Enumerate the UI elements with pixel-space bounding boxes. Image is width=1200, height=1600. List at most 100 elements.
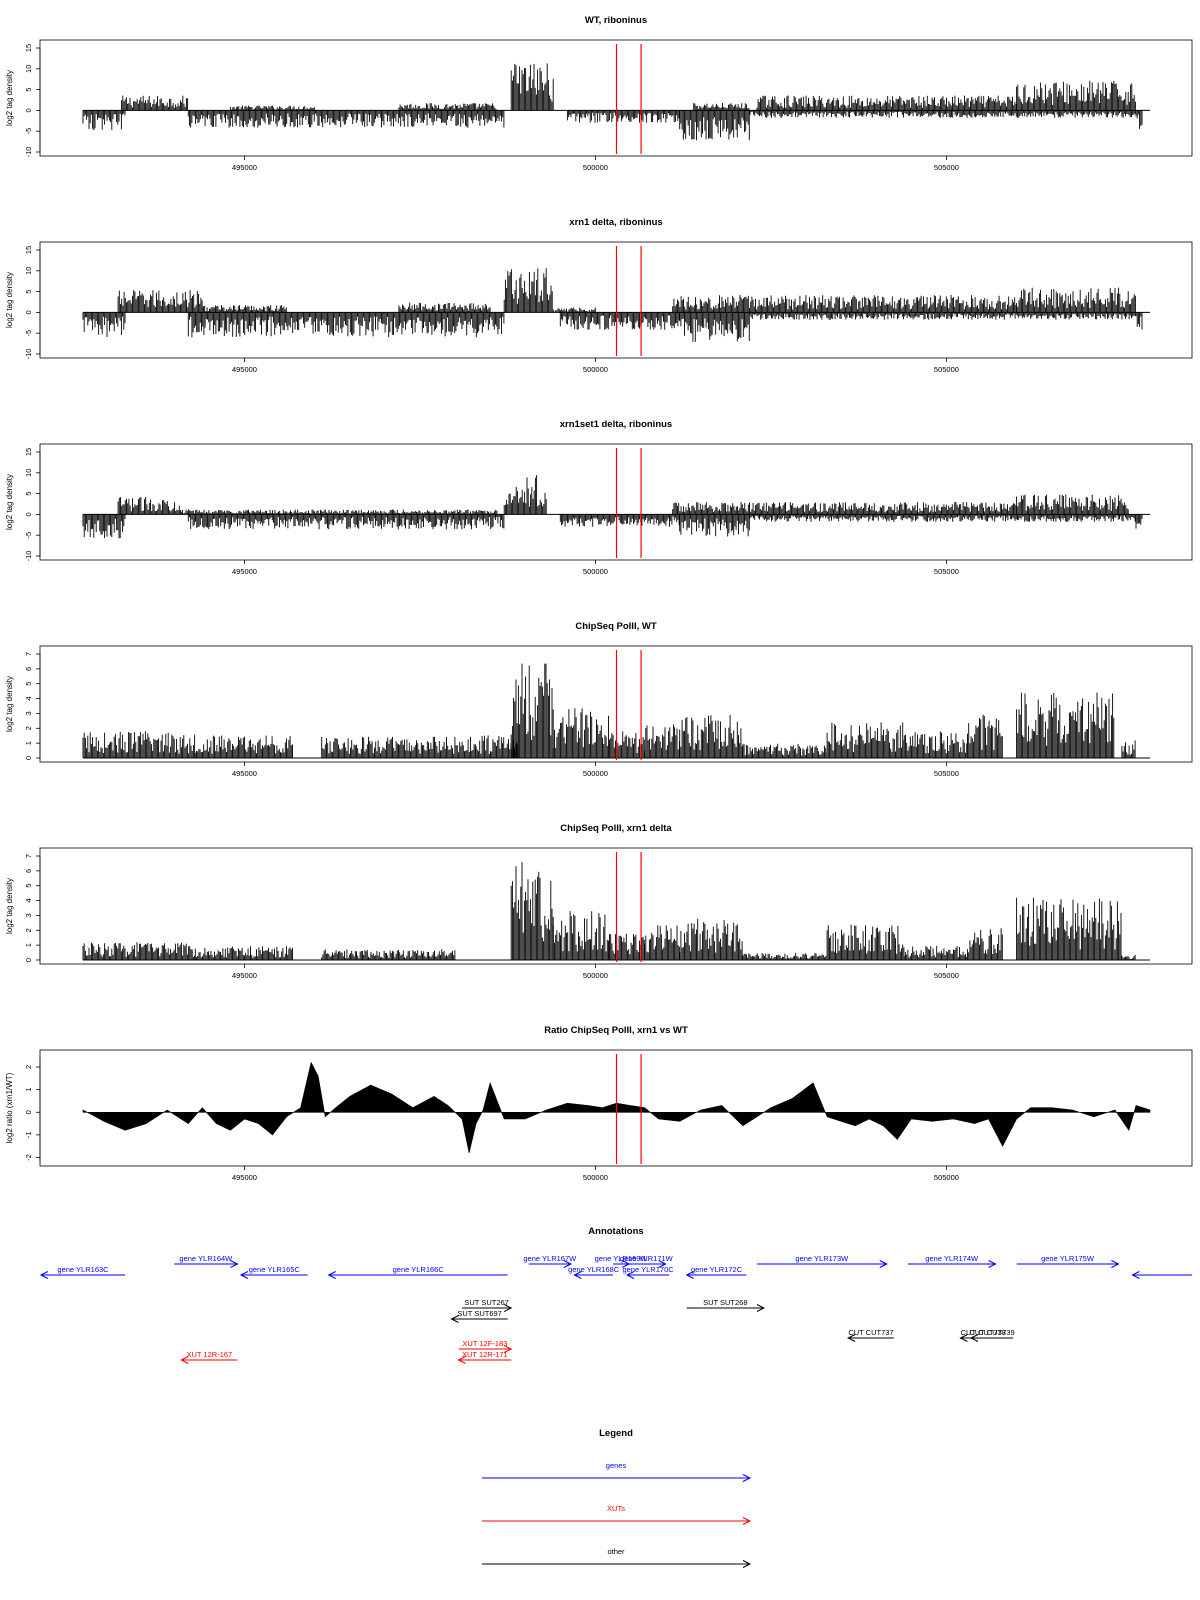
xut-annotations: XUT 12F-183 XUT 12R-167 XUT 12R-171	[180, 1339, 513, 1364]
chart-panel-5: ChipSeq PolII, xrn1 delta log2 tag densit…	[5, 823, 1193, 980]
feature-label: gene YLR166C	[393, 1265, 445, 1274]
y-tick-label: 5	[24, 682, 33, 686]
panel-frame	[39, 39, 1193, 157]
gene-feature: gene YLR172C	[685, 1265, 747, 1279]
signal-bars-plus	[742, 952, 828, 960]
signal-bars-plus	[644, 925, 680, 960]
arrowhead-right	[503, 1345, 513, 1353]
data-marks	[82, 1054, 1151, 1164]
signal-bars-plus	[194, 946, 293, 960]
signal-bars-minus	[1135, 312, 1143, 330]
x-tick-label: 500000	[583, 1173, 608, 1182]
arrowhead-left	[180, 1356, 189, 1364]
signal-bars-plus	[967, 928, 1003, 960]
panel-frame	[39, 847, 1193, 965]
arrowhead-left	[450, 1315, 459, 1323]
y-tick-label: 2	[24, 726, 33, 730]
signal-bars-plus	[679, 714, 743, 758]
feature-label: SUT SUT267	[464, 1298, 508, 1307]
signal-bars-plus	[1016, 287, 1136, 313]
gene-feature: gene YLR174W	[907, 1254, 997, 1268]
xut-feature: XUT 12R-171	[457, 1350, 512, 1364]
arrowhead-left	[1131, 1271, 1140, 1279]
feature-label: CUT CUT739	[969, 1328, 1014, 1337]
gene-feature: gene YLR167W	[523, 1254, 577, 1268]
signal-bars-plus	[475, 735, 519, 758]
y-tick-label: 0	[24, 756, 33, 760]
arrowhead-left	[39, 1271, 49, 1279]
arrowhead-left	[625, 1271, 635, 1279]
x-tick-label: 495000	[232, 971, 257, 980]
legend-item: other	[482, 1547, 752, 1568]
arrowhead-right	[230, 1260, 239, 1268]
signal-bars-plus	[510, 862, 554, 960]
chart-title: WT, riboninus	[585, 15, 647, 26]
y-tick-label: 7	[24, 854, 33, 858]
arrowhead-left	[573, 1271, 582, 1279]
legend-item-arrowhead	[742, 1474, 752, 1482]
feature-label: gene YLR171W	[620, 1254, 674, 1263]
signal-bars-plus	[321, 736, 476, 758]
arrowhead-right	[563, 1260, 572, 1268]
signal-bars-plus	[693, 103, 750, 111]
legend-item: XUTs	[482, 1504, 752, 1525]
feature-label: SUT SUT697	[457, 1309, 501, 1318]
y-tick-label: 0	[24, 310, 33, 314]
y-tick-label: 0	[24, 1110, 33, 1114]
signal-bars-minus	[82, 514, 126, 539]
arrowhead-left	[847, 1334, 856, 1342]
signal-bars-plus	[510, 63, 554, 111]
signal-bars-minus	[749, 312, 1136, 320]
y-axis-label: log2 tag density	[5, 878, 14, 934]
y-tick-label: 2	[24, 1065, 33, 1069]
signal-bars-plus	[967, 714, 1003, 758]
x-tick-label: 505000	[934, 1173, 959, 1182]
signal-bars-minus	[679, 312, 750, 342]
y-tick-label: 1	[24, 741, 33, 745]
signal-bars-plus	[117, 290, 203, 313]
arrowhead-right	[988, 1260, 997, 1268]
signal-bars-minus	[1135, 110, 1143, 129]
y-tick-label: 1	[24, 1088, 33, 1092]
legend-item: genes	[482, 1461, 752, 1482]
signal-bars-plus	[229, 105, 315, 111]
signal-bars-plus	[552, 911, 609, 960]
signal-bars-plus	[742, 743, 828, 758]
signal-bars-plus	[609, 933, 645, 960]
gene-feature: gene YLR166C	[327, 1265, 508, 1279]
y-tick-label: -5	[24, 128, 33, 135]
signal-bars-minus	[749, 110, 1136, 118]
y-tick-label: -2	[24, 1154, 33, 1161]
signal-bars-plus	[503, 475, 547, 515]
x-tick-label: 505000	[934, 567, 959, 576]
y-tick-label: -1	[24, 1132, 33, 1139]
y-axis-label: log2 tag density	[5, 70, 14, 126]
signal-bars-plus	[679, 918, 743, 960]
annotations-title: Annotations	[588, 1226, 643, 1237]
data-marks	[82, 246, 1150, 356]
y-tick-label: 5	[24, 290, 33, 294]
other-feature: SUT SUT268	[686, 1298, 766, 1312]
other-feature: SUT SUT267	[462, 1298, 513, 1312]
signal-bars-plus	[1121, 954, 1136, 960]
feature-label: gene YLR175W	[1041, 1254, 1095, 1263]
x-tick-label: 495000	[232, 365, 257, 374]
signal-bars-plus	[82, 731, 196, 758]
signal-bars-plus	[180, 509, 498, 515]
feature-label: CUT CUT737	[848, 1328, 893, 1337]
y-tick-label: 3	[24, 913, 33, 917]
signal-bars-plus	[672, 502, 1017, 515]
y-tick-label: -10	[24, 147, 33, 158]
y-tick-label: -5	[24, 330, 33, 337]
feature-label: XUT 12F-183	[462, 1339, 507, 1348]
y-axis-label: log2 tag density	[5, 676, 14, 732]
x-tick-label: 500000	[583, 163, 608, 172]
signal-bars-plus	[321, 949, 456, 960]
y-tick-label: 10	[24, 469, 33, 477]
signal-bars-plus	[1016, 80, 1136, 111]
legend-item-label: other	[607, 1547, 625, 1556]
legend-item-arrowhead	[742, 1560, 752, 1568]
chart-title: Ratio ChipSeq PolII, xrn1 vs WT	[544, 1025, 688, 1036]
x-tick-label: 495000	[232, 163, 257, 172]
signal-bars-minus	[679, 110, 750, 141]
